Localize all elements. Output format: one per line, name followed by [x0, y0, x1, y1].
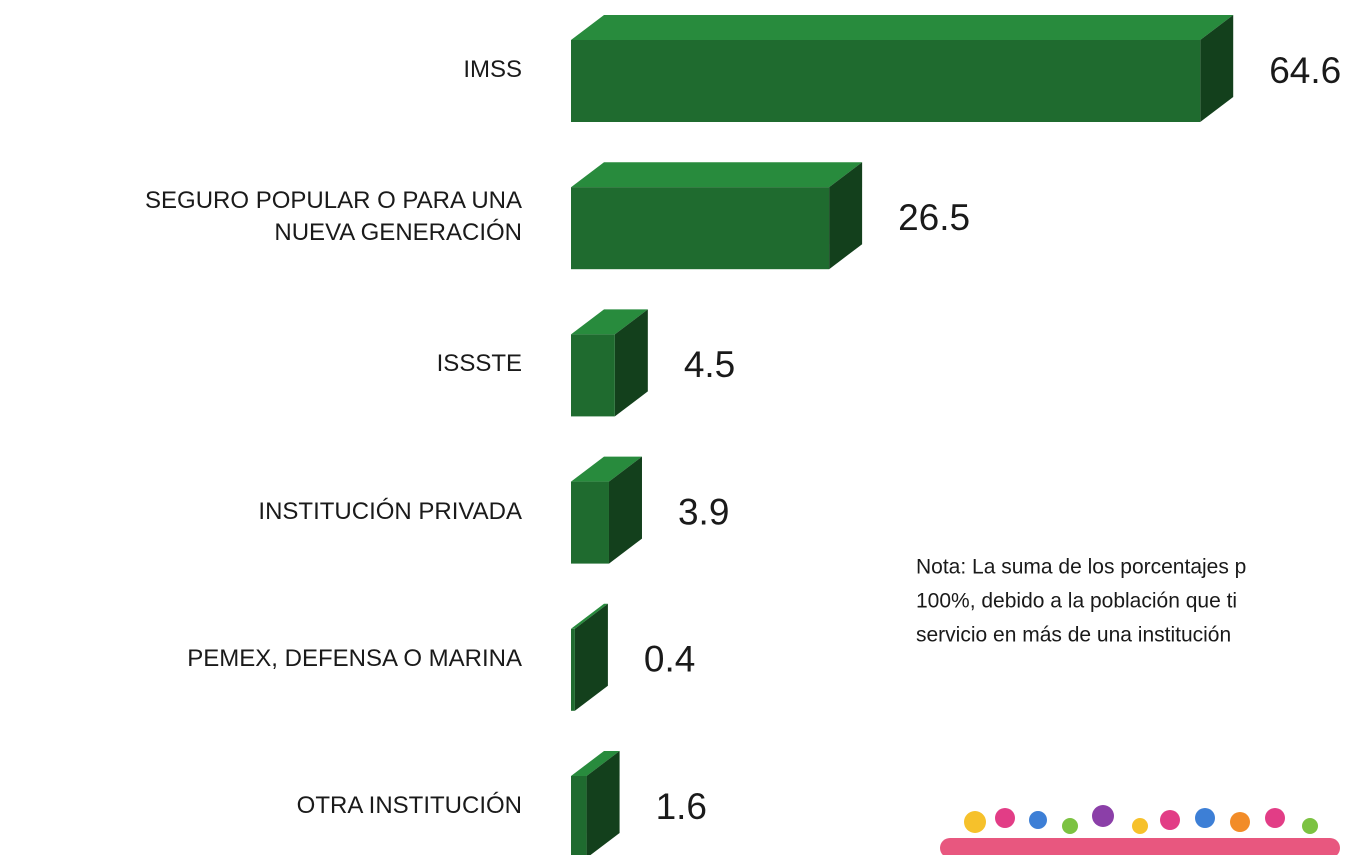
value-label: 26.5 — [898, 197, 970, 238]
note-line: 100%, debido a la población que ti — [916, 590, 1237, 613]
value-label: 64.6 — [1269, 50, 1341, 91]
bar-top — [571, 15, 1233, 40]
bar — [571, 162, 862, 269]
chart: 64.6 26.5 4.5 3.9 0.4 1.6 Nota: La suma de los… — [0, 0, 1363, 855]
bar-front — [571, 187, 829, 269]
category-label: IMSS — [2, 54, 522, 86]
bar-front — [571, 334, 615, 416]
note-line: Nota: La suma de los porcentajes p — [916, 556, 1246, 579]
bar-front — [571, 482, 609, 564]
bar-front — [571, 776, 587, 855]
note-line: servicio en más de una institución — [916, 624, 1231, 647]
bar-front — [571, 40, 1200, 122]
value-label: 4.5 — [684, 344, 735, 385]
bar-top — [571, 162, 862, 187]
bar — [571, 457, 642, 564]
bar-side — [575, 604, 608, 711]
bar — [571, 751, 620, 855]
category-label: INSTITUCIÓN PRIVADA — [2, 496, 522, 528]
bar — [571, 604, 608, 711]
page: 64.6 26.5 4.5 3.9 0.4 1.6 Nota: La suma de los… — [0, 0, 1363, 855]
value-label: 0.4 — [644, 639, 695, 680]
bar-front — [571, 629, 575, 711]
category-label: SEGURO POPULAR O PARA UNA NUEVA GENERACI… — [2, 185, 522, 249]
bar — [571, 309, 648, 416]
category-label: OTRA INSTITUCIÓN — [2, 790, 522, 822]
bar — [571, 15, 1233, 122]
value-label: 3.9 — [678, 491, 729, 532]
category-label: ISSSTE — [2, 348, 522, 380]
logo — [940, 805, 1340, 855]
value-label: 1.6 — [656, 786, 707, 827]
category-label: PEMEX, DEFENSA O MARINA — [2, 643, 522, 675]
